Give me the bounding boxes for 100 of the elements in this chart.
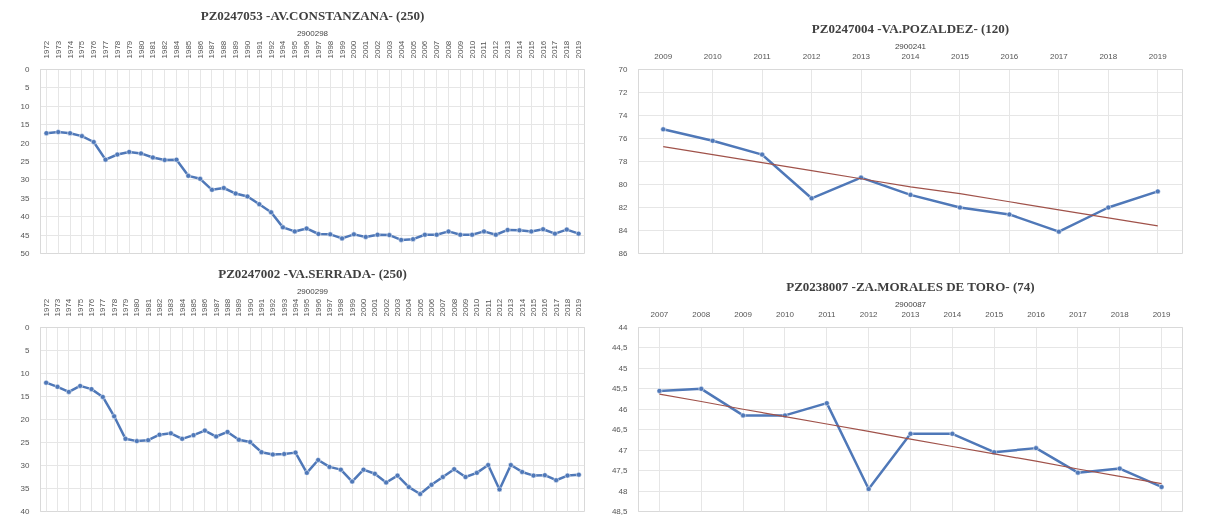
x-tick-label: 2014 [943,309,962,319]
x-tick-label: 1981 [143,298,153,317]
x-tick-label: 1975 [75,298,85,317]
y-tick-label: 78 [618,157,629,166]
x-tick-label: 2012 [491,40,501,59]
x-tick-label: 2005 [408,40,418,59]
chart-title: PZ0247004 -VA.POZALDEZ- (120) [811,20,1010,36]
y-tick-label: 25 [20,438,31,447]
x-tick-label: 1980 [132,298,142,317]
x-tick-label: 1994 [278,40,288,59]
y-tick-label: 80 [618,180,629,189]
x-tick-label: 2011 [479,40,489,59]
x-tick-label: 2014 [517,298,527,317]
x-tick-label: 2017 [1049,51,1069,61]
x-tick-label: 1974 [65,40,75,59]
x-tick-label: 1983 [166,298,176,317]
x-tick-label: 2009 [461,298,470,317]
y-tick-label: 15 [20,120,31,130]
y-tick-label: 15 [20,392,31,401]
x-tick-label: 1976 [89,40,99,59]
x-tick-label: 2011 [483,298,493,317]
x-tick-label: 1984 [177,298,187,317]
y-tick-label: 47,5 [611,466,629,476]
y-tick-label: 0 [25,65,31,74]
x-axis-title: 2900241 [894,41,927,51]
y-tick-label: 35 [20,484,31,493]
x-tick-label: 1985 [183,40,193,59]
x-tick-label: 2007 [432,40,442,59]
x-tick-label: 2015 [529,298,538,317]
x-tick-label: 1988 [223,298,232,317]
x-tick-label: 2013 [506,298,516,317]
y-tick-label: 0 [25,323,31,332]
x-tick-label: 2012 [859,309,879,319]
y-tick-label: 20 [20,138,31,148]
x-tick-label: 1986 [195,40,205,59]
x-tick-label: 1990 [245,298,255,317]
x-tick-label: 1982 [155,298,164,317]
y-tick-label: 5 [25,346,31,355]
x-tick-label: 2007 [650,309,669,319]
y-tick-label: 30 [20,461,31,470]
x-tick-label: 2012 [802,51,822,61]
y-tick-label: 45,5 [611,384,629,394]
y-tick-label: 45 [20,230,31,240]
x-tick-label: 1977 [101,40,111,59]
x-tick-label: 2006 [420,40,430,59]
x-tick-label: 1995 [290,40,300,59]
x-tick-label: 2013 [901,309,920,319]
x-tick-label: 1973 [53,298,62,317]
x-tick-label: 1975 [77,40,87,59]
x-tick-label: 2003 [384,40,394,59]
x-tick-label: 2008 [449,298,459,317]
x-tick-label: 2015 [951,51,970,61]
x-tick-label: 2019 [1152,309,1172,319]
x-tick-label: 2012 [495,298,504,317]
y-tick-label: 44 [618,323,629,332]
y-tick-label: 5 [25,83,31,93]
x-tick-label: 1987 [207,40,217,59]
y-tick-label: 84 [618,226,629,235]
x-tick-label: 2009 [734,309,753,319]
y-tick-label: 47 [618,445,629,455]
x-tick-label: 2017 [550,40,560,59]
x-tick-label: 2002 [373,40,383,59]
x-tick-label: 1995 [302,298,312,317]
x-tick-label: 1978 [112,40,122,59]
x-tick-label: 2006 [427,298,436,317]
x-tick-label: 1974 [64,298,74,317]
x-tick-label: 1998 [336,298,346,317]
y-tick-label: 46,5 [611,425,629,435]
y-tick-label: 40 [20,507,31,516]
x-tick-label: 2018 [563,298,572,317]
x-tick-label: 1992 [266,40,276,59]
x-tick-label: 1972 [41,40,51,59]
x-tick-label: 2017 [551,298,561,317]
x-tick-label: 1998 [325,40,335,59]
x-tick-label: 2001 [370,298,380,317]
y-tick-label: 82 [618,203,629,212]
x-tick-label: 2016 [1000,51,1019,61]
chart-title: PZ0238007 -ZA.MORALES DE TORO- (74) [786,278,1035,294]
y-tick-label: 20 [20,415,31,424]
x-tick-label: 1999 [347,298,357,317]
x-tick-label: 1978 [109,298,119,317]
x-tick-label: 1986 [200,298,210,317]
x-tick-label: 1984 [172,40,181,59]
x-tick-label: 2019 [574,40,584,59]
y-tick-label: 25 [20,157,31,166]
y-tick-label: 76 [618,134,629,143]
x-tick-label: 1990 [242,40,252,59]
x-tick-label: 1992 [268,298,278,317]
y-tick-label: 72 [618,88,629,97]
x-tick-label: 2003 [393,298,402,317]
y-tick-label: 50 [20,249,31,258]
x-axis-title: 2900299 [296,286,329,296]
x-tick-label: 2013 [503,40,513,59]
y-tick-label: 46 [618,404,629,414]
y-tick-label: 74 [618,111,629,120]
y-tick-label: 45 [618,363,629,373]
y-tick-label: 70 [618,65,629,74]
x-tick-label: 1997 [325,298,334,317]
x-tick-label: 1985 [189,298,198,317]
x-tick-label: 1981 [148,40,158,59]
